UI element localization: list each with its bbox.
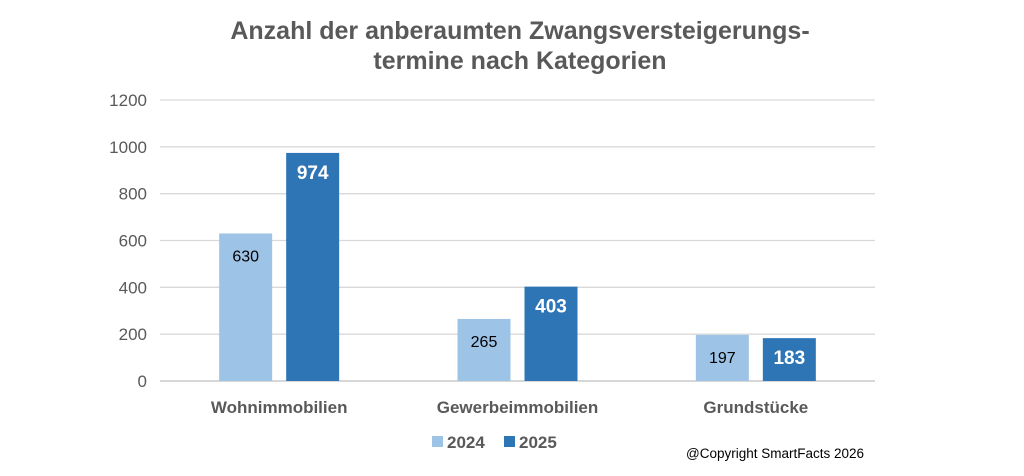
chart-title: Anzahl der anberaumten Zwangsversteigeru… [150,16,890,76]
data-label: 197 [709,350,736,367]
y-tick-label: 200 [119,325,147,344]
copyright-text: @Copyright SmartFacts 2026 [686,446,865,461]
x-tick-label: Wohnimmobilien [211,398,348,417]
y-tick-label: 1200 [109,91,147,110]
data-label: 265 [471,334,498,351]
y-tick-label: 800 [119,185,147,204]
bar-2024 [695,334,749,381]
bar-2025 [762,338,816,381]
data-label: 630 [232,248,259,265]
legend-swatch-2024 [432,436,443,447]
bar-2025 [286,152,340,381]
data-label: 403 [535,297,567,318]
y-tick-label: 400 [119,278,147,297]
y-tick-label: 600 [119,232,147,251]
legend-label: 2025 [519,433,557,452]
chart-title-line2: termine nach Kategorien [373,47,667,75]
legend-label: 2024 [447,433,485,452]
x-tick-label: Grundstücke [703,398,808,417]
y-tick-label: 1000 [109,138,147,157]
y-tick-label: 0 [138,372,147,391]
data-label: 183 [773,348,805,369]
legend-swatch-2025 [504,436,515,447]
bar-2025 [524,286,578,381]
bar-2024 [219,233,273,381]
bar-2024 [457,318,511,381]
data-label: 974 [297,163,329,184]
x-tick-label: Gewerbeimmobilien [437,398,599,417]
chart-title-line1: Anzahl der anberaumten Zwangsversteigeru… [230,17,810,45]
